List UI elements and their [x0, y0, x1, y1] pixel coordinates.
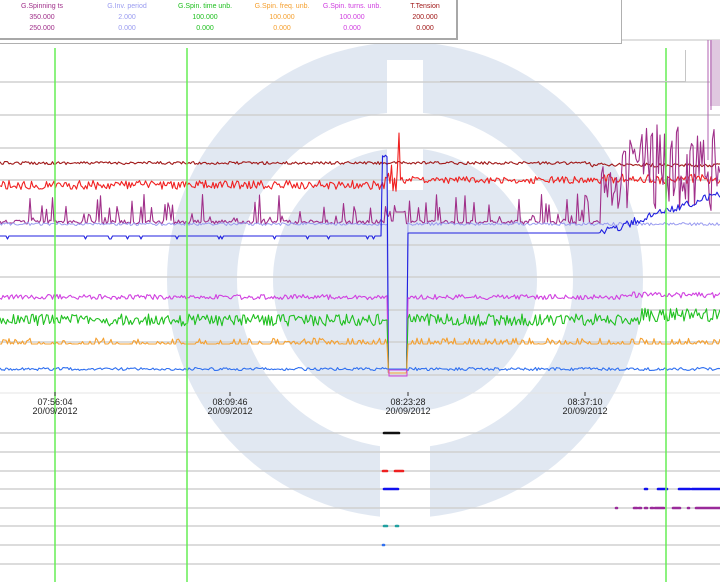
time-axis-ticks — [54, 392, 586, 396]
series-line — [0, 160, 720, 168]
time-tick-label: 08:09:46 20/09/2012 — [207, 397, 253, 416]
watermark-logo-icon — [167, 42, 643, 520]
legend-g-spin-turns-unb[interactable]: G.Spin. turns. unb. 100.000 0.000 — [312, 1, 392, 34]
spinning-spike-band — [707, 40, 720, 160]
cursor-markers[interactable] — [54, 48, 667, 582]
legend-min: 0.000 — [118, 25, 136, 32]
legend-g-spin-freq-unb[interactable]: G.Spin. freq. unb. 100.000 0.000 — [242, 1, 322, 34]
legend-name: G.Spinning ts — [20, 3, 64, 10]
legend-min: 0.000 — [196, 25, 214, 32]
horizontal-gridlines — [0, 81, 720, 394]
series-lines — [0, 124, 720, 377]
series-line — [0, 291, 720, 374]
event-lanes — [0, 432, 720, 565]
time-tick-label: 07:56:04 20/09/2012 — [32, 397, 78, 416]
legend-t-tension[interactable]: T.Tension 200.000 0.000 — [385, 1, 465, 34]
legend-max: 100.000 — [269, 14, 295, 21]
legend-max: 2.000 — [118, 14, 136, 21]
legend-max: 100.000 — [192, 14, 218, 21]
legend-min: 0.000 — [343, 25, 361, 32]
legend-name: G.Spin. turns. unb. — [322, 3, 382, 10]
series-line — [0, 132, 720, 192]
secondary-panel-frame — [440, 50, 686, 82]
series-line — [0, 337, 720, 374]
legend-name: G.Inv. period — [107, 3, 147, 10]
legend-max: 350.000 — [29, 14, 55, 21]
series-line — [0, 366, 720, 372]
time-tick-label: 08:23:28 20/09/2012 — [385, 397, 431, 416]
legend-max: 200.000 — [412, 14, 438, 21]
series-line — [0, 124, 720, 225]
legend-g-inv-period[interactable]: G.Inv. period 2.000 0.000 — [87, 1, 167, 34]
legend-g-spin-time-unb[interactable]: G.Spin. time unb. 100.000 0.000 — [165, 1, 245, 34]
legend-min: 250.000 — [29, 25, 55, 32]
legend-name: G.Spin. time unb. — [177, 3, 233, 10]
legend-name: G.Spin. freq. unb. — [254, 3, 310, 10]
legend-min: 0.000 — [416, 25, 434, 32]
series-line — [0, 307, 720, 374]
legend-max: 100.000 — [339, 14, 365, 21]
series-line — [0, 154, 720, 374]
legend-panel: G.Spinning ts 350.000 250.000 G.Inv. per… — [0, 0, 458, 40]
event-markers — [381, 431, 720, 547]
legend-name: T.Tension — [410, 3, 440, 10]
legend-g-spinning-ts[interactable]: G.Spinning ts 350.000 250.000 — [2, 1, 82, 34]
time-tick-label: 08:37:10 20/09/2012 — [562, 397, 608, 416]
legend-min: 0.000 — [273, 25, 291, 32]
series-line — [0, 222, 720, 374]
